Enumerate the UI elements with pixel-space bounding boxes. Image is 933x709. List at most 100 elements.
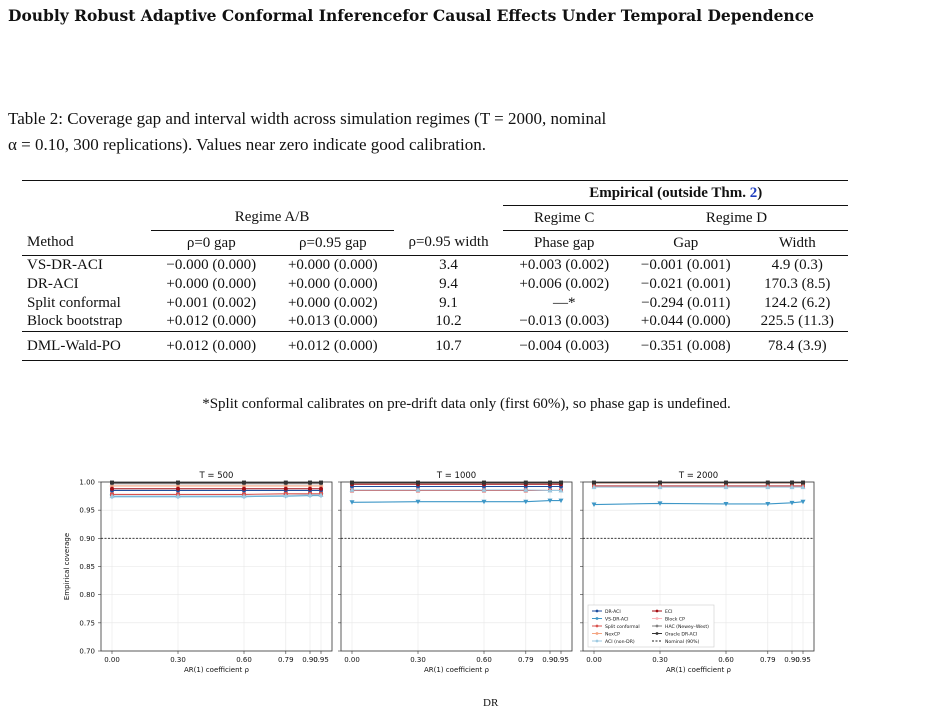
data-point — [548, 480, 552, 485]
data-point — [318, 483, 324, 489]
x-tick-label: 0.95 — [795, 656, 811, 664]
legend-marker — [655, 609, 659, 613]
cell: −0.004 (0.003) — [519, 337, 610, 354]
data-point — [591, 502, 597, 508]
data-point — [176, 480, 180, 485]
data-point — [415, 487, 421, 492]
x-tick-label: 0.60 — [236, 656, 252, 664]
data-point — [318, 492, 324, 497]
cell: 225.5 (11.3) — [760, 313, 834, 330]
data-point — [308, 480, 312, 485]
col-method: Method — [27, 234, 74, 251]
cell: −0.351 (0.008) — [640, 337, 731, 354]
col-d-gap: Gap — [673, 234, 699, 251]
data-point — [657, 501, 663, 506]
cell: +0.003 (0.002) — [519, 256, 610, 273]
data-point — [307, 483, 313, 489]
y-tick-label: 0.85 — [79, 563, 95, 571]
cell: +0.000 (0.000) — [287, 256, 378, 273]
x-tick-label: 0.60 — [718, 656, 734, 664]
legend-label: HAC (Newey–West) — [665, 624, 709, 630]
x-tick-label: 0.79 — [518, 656, 534, 664]
legend-label: Nominal (90%) — [665, 639, 699, 645]
legend-label: Oracle DR-ACI — [665, 632, 697, 638]
x-axis-label: AR(1) coefficient ρ — [184, 666, 250, 674]
bottom-cut-text: DR — [483, 697, 499, 709]
data-point — [176, 486, 180, 491]
data-point — [592, 480, 596, 485]
cell: 9.4 — [439, 275, 458, 292]
data-point — [242, 486, 246, 491]
group-regime-c: Regime C — [503, 205, 625, 231]
series-line — [351, 500, 561, 503]
col-rho0-gap: ρ=0 gap — [186, 234, 236, 251]
legend-label: Block CP — [665, 617, 685, 623]
panel-title: T = 500 — [199, 471, 234, 481]
col-rho095-gap: ρ=0.95 gap — [299, 234, 367, 251]
x-tick-label: 0.95 — [313, 656, 329, 664]
data-point — [416, 480, 420, 485]
legend-marker — [655, 624, 659, 628]
series-line — [112, 493, 321, 495]
x-tick-label: 0.00 — [344, 656, 360, 664]
y-tick-label: 1.00 — [79, 479, 95, 487]
y-tick-label: 0.90 — [79, 535, 95, 543]
data-point — [481, 499, 487, 505]
data-point — [283, 486, 288, 491]
data-point — [415, 499, 421, 505]
table-caption: Table 2: Coverage gap and interval width… — [8, 106, 908, 158]
cell: Block bootstrap — [27, 313, 123, 330]
cell: +0.012 (0.000) — [287, 337, 378, 354]
data-point — [789, 484, 795, 490]
data-point — [283, 480, 288, 485]
data-point — [547, 498, 553, 504]
table-row: VS-DR-ACI −0.000 (0.000) +0.000 (0.000) … — [22, 255, 848, 275]
data-point — [789, 500, 795, 506]
group-regime-d: Regime D — [625, 205, 848, 231]
data-point — [523, 499, 529, 505]
series-line — [593, 501, 804, 506]
x-tick-label: 0.79 — [278, 656, 294, 664]
data-point — [800, 484, 806, 490]
x-tick-label: 0.30 — [410, 656, 426, 664]
data-point — [319, 486, 323, 491]
x-tick-label: 0.00 — [586, 656, 602, 664]
data-point — [308, 486, 312, 491]
data-point — [559, 480, 563, 485]
legend-label: ECI — [665, 609, 672, 615]
data-point — [241, 483, 247, 489]
cell: −0.021 (0.001) — [640, 275, 731, 292]
y-axis-label: Empirical coverage — [63, 533, 71, 600]
group-regime-ab: Regime A/B — [150, 205, 394, 231]
x-tick-label: 0.90 — [542, 656, 558, 664]
data-point — [110, 480, 114, 485]
data-point — [790, 480, 794, 485]
legend-marker — [595, 632, 599, 635]
results-table: Empirical (outside Thm. 2) Regime A/B Re… — [22, 180, 848, 361]
cell: +0.012 (0.000) — [166, 337, 257, 354]
cell: +0.000 (0.002) — [287, 294, 378, 311]
data-point — [109, 483, 115, 489]
caption-line-1: Table 2: Coverage gap and interval width… — [8, 109, 607, 128]
x-tick-label: 0.30 — [170, 656, 186, 664]
cell: VS-DR-ACI — [27, 256, 103, 273]
legend-label: DR-ACI — [605, 609, 621, 615]
data-point — [482, 480, 486, 485]
table-row: DR-ACI +0.000 (0.000) +0.000 (0.000) 9.4… — [22, 275, 848, 294]
coverage-figure: T = 500 0.00 0.30 0.60 0.79 0.90 0.95 AR(1) coe… — [63, 471, 815, 674]
paper-title: Doubly Robust Adaptive Conformal Inferen… — [8, 6, 814, 25]
legend-marker — [655, 617, 659, 620]
data-point — [657, 484, 663, 490]
data-point — [765, 501, 771, 507]
x-axis-label: AR(1) coefficient ρ — [424, 666, 490, 674]
data-point — [175, 483, 181, 489]
data-point — [349, 500, 355, 505]
series-line — [112, 494, 321, 497]
cell: Split conformal — [27, 294, 121, 311]
data-point — [523, 480, 528, 485]
cell: —* — [552, 294, 576, 311]
theorem-ref-link[interactable]: 2 — [749, 184, 758, 201]
data-point — [724, 480, 728, 485]
legend-marker — [595, 624, 599, 628]
table-baseline-row: DML-Wald-PO +0.012 (0.000) +0.012 (0.000… — [22, 331, 848, 361]
